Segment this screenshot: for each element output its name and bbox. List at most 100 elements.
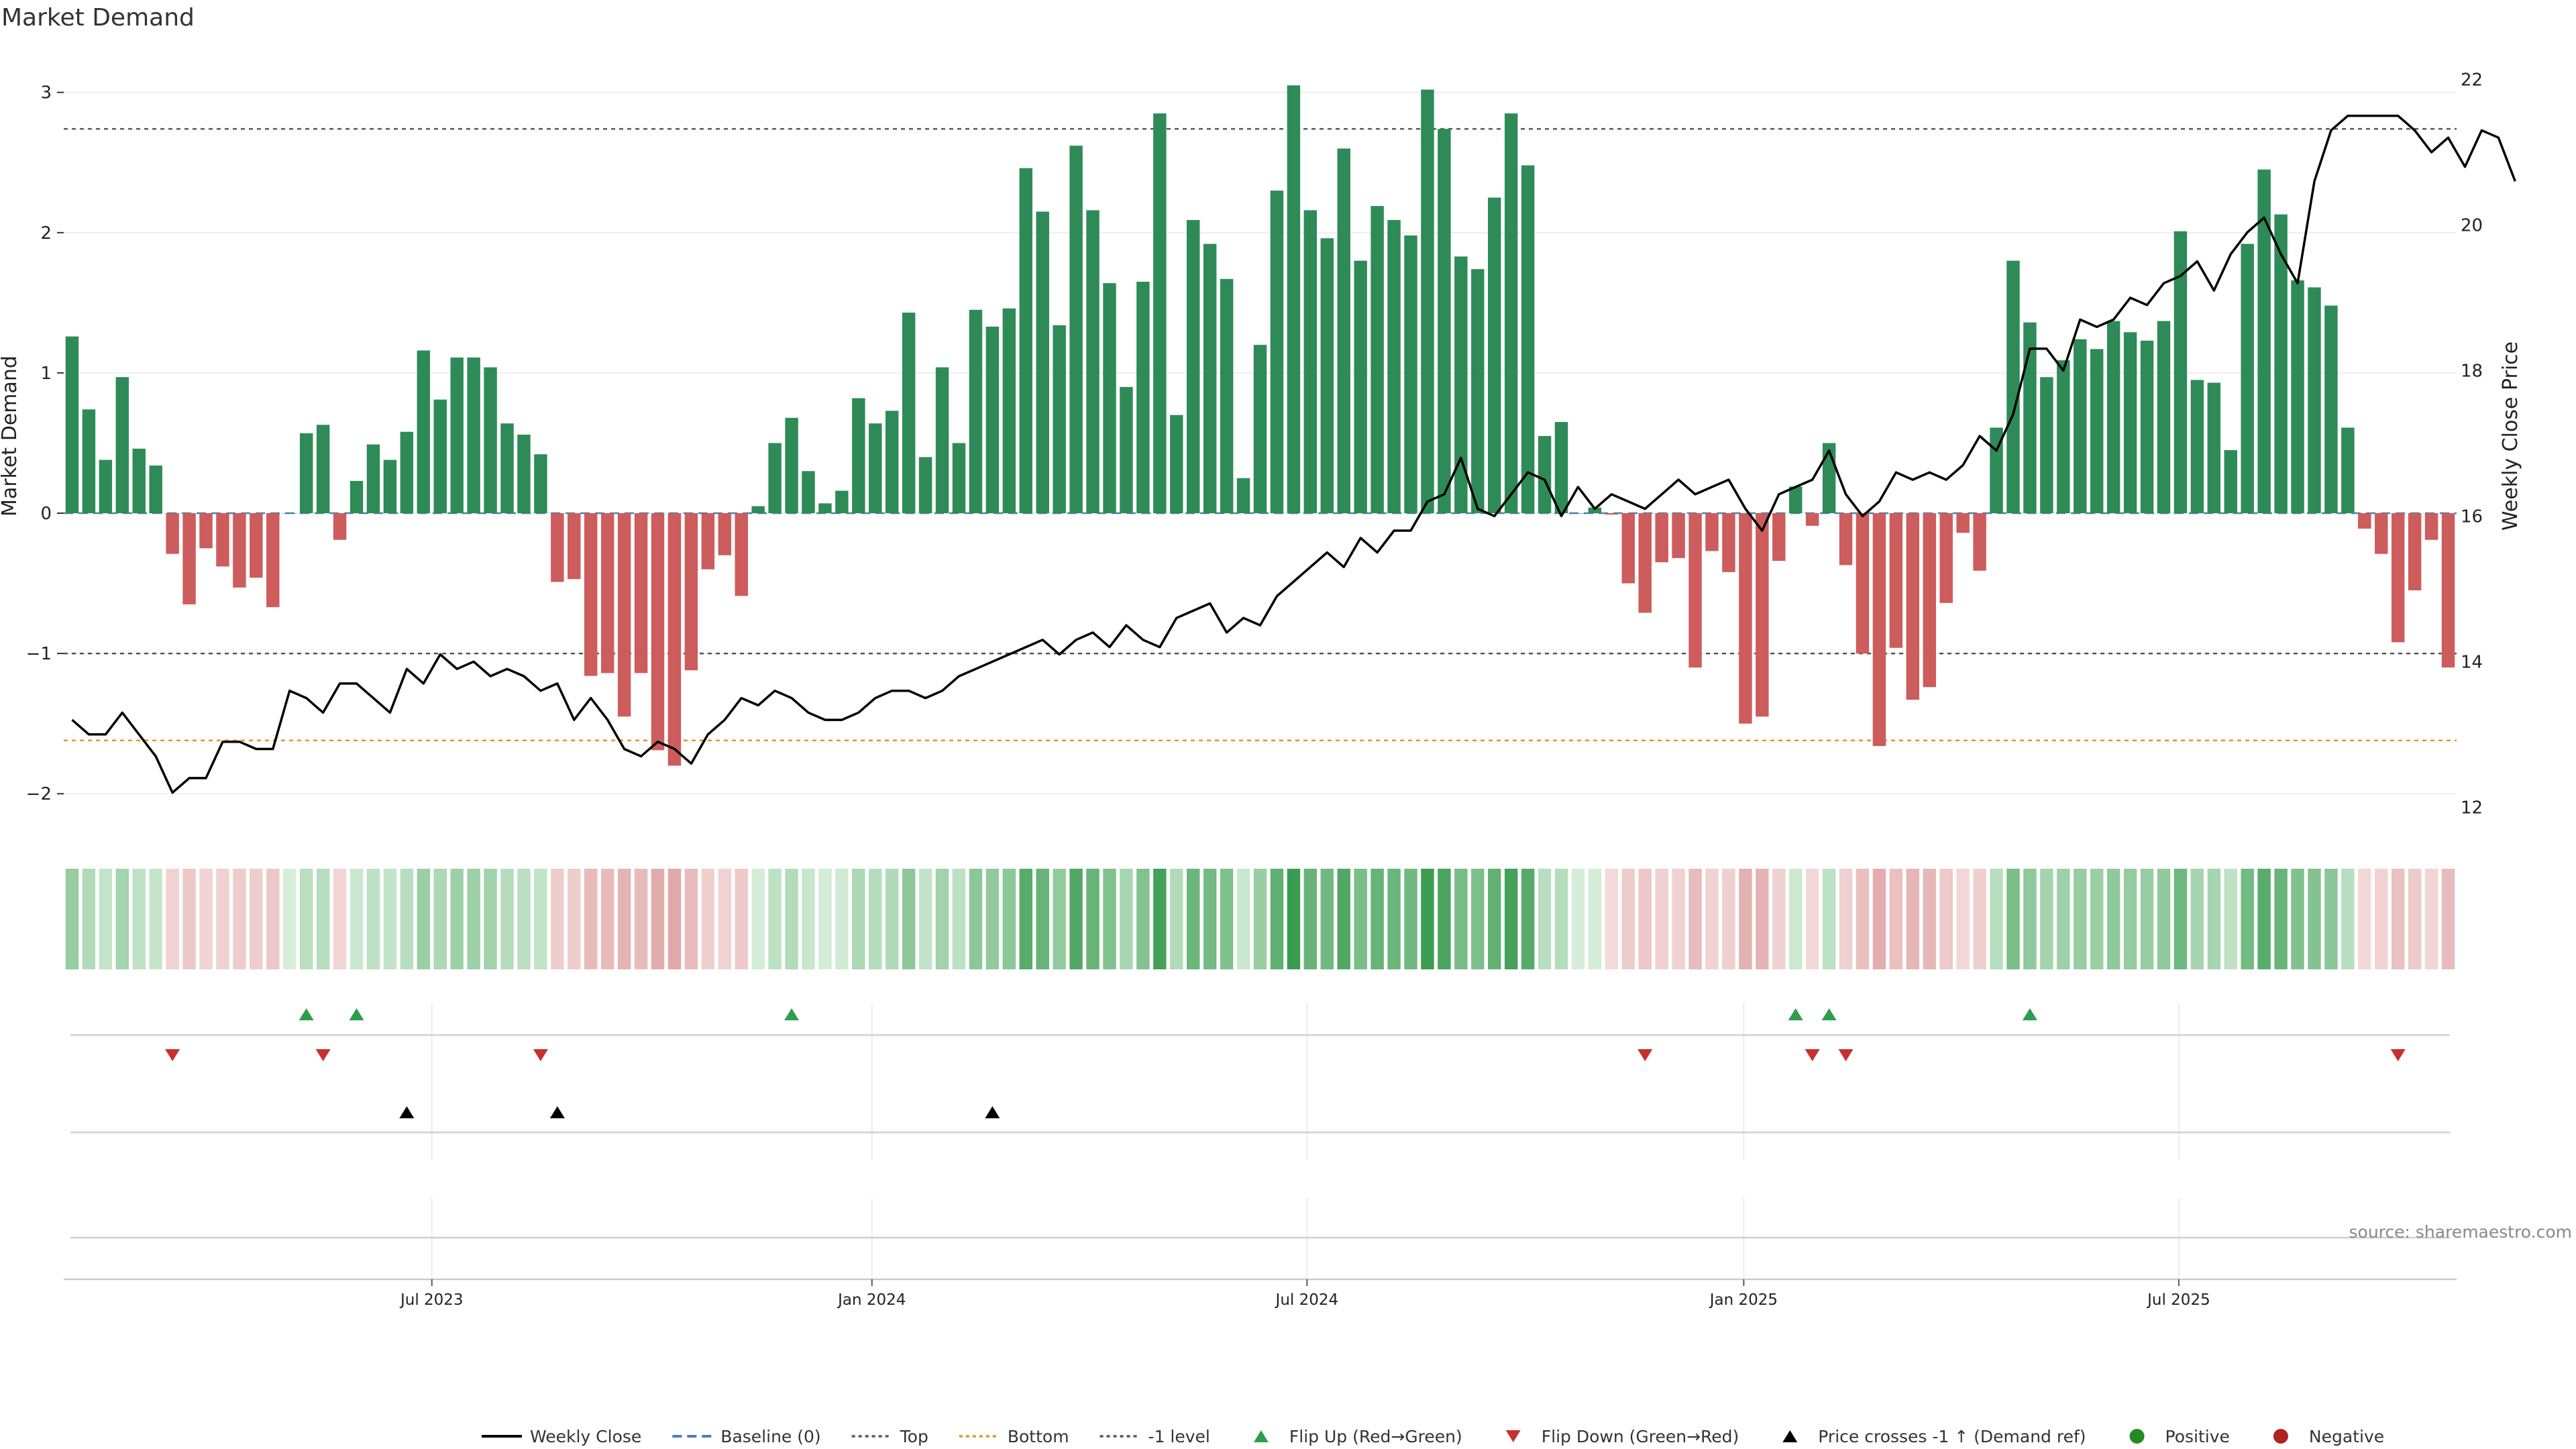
legend-item: Weekly Close: [482, 1427, 641, 1446]
legend-label: Flip Down (Green→Red): [1542, 1427, 1739, 1446]
demand-bar: [132, 448, 146, 513]
flip-down-marker: [1638, 1049, 1653, 1061]
heat-cell: [1036, 869, 1049, 969]
heat-cell: [1487, 869, 1501, 969]
heat-cell: [1086, 869, 1099, 969]
legend-item: Negative: [2273, 1427, 2384, 1446]
legend-swatch: [2273, 1429, 2288, 1444]
chart-title: Market Demand: [1, 4, 195, 32]
heat-cell: [1772, 869, 1786, 969]
demand-bar: [985, 326, 1000, 513]
heat-cell: [2358, 869, 2371, 969]
demand-bar: [1303, 210, 1318, 513]
demand-bar: [718, 513, 732, 555]
demand-bar: [1337, 148, 1350, 513]
y2-tick-label: 12: [2461, 798, 2483, 818]
demand-bar: [99, 460, 113, 513]
flip-up-marker: [784, 1008, 800, 1020]
demand-bar: [1588, 507, 1602, 513]
legend-label: Flip Up (Red→Green): [1289, 1427, 1462, 1446]
price-cross-panel: [70, 1106, 2450, 1134]
demand-bar: [935, 367, 949, 513]
demand-bar: [2291, 280, 2304, 513]
heat-cell: [1303, 869, 1318, 969]
demand-bar: [1454, 256, 1468, 513]
demand-bar: [1906, 513, 1920, 700]
demand-bar: [2040, 377, 2053, 513]
x-tick-label: Jan 2025: [1709, 1291, 1778, 1309]
demand-bar: [1019, 168, 1033, 514]
legend-item: Baseline (0): [672, 1427, 821, 1446]
heat-cell: [718, 869, 732, 969]
gridlines: [64, 91, 2457, 1278]
heat-cell: [2308, 869, 2321, 969]
legend-item: Bottom: [959, 1427, 1069, 1446]
legend-item: Top: [851, 1427, 928, 1446]
demand-bar: [2157, 321, 2171, 513]
heat-cell: [1655, 869, 1668, 969]
demand-bar: [1487, 197, 1501, 513]
flip-up-marker: [299, 1008, 314, 1020]
heat-cell: [2040, 869, 2053, 969]
weekly-close-line: [71, 114, 2516, 794]
demand-bar: [2358, 513, 2371, 529]
demand-bar: [1538, 436, 1552, 513]
demand-bar: [1220, 278, 1234, 513]
price-cross-marker: [549, 1106, 565, 1118]
demand-bar: [1739, 513, 1752, 724]
heat-cell: [1805, 869, 1819, 969]
heat-cell: [818, 869, 832, 969]
demand-bar: [2123, 332, 2137, 513]
demand-bar: [1722, 513, 1735, 572]
y-tick-label: 1: [40, 364, 52, 384]
demand-bar: [2174, 231, 2188, 513]
demand-bar: [166, 513, 179, 554]
heat-cell: [1186, 869, 1200, 969]
demand-bar: [1438, 129, 1451, 513]
demand-bar: [2074, 339, 2087, 513]
y-tick-label: 3: [40, 83, 52, 103]
heat-cell: [2023, 869, 2037, 969]
heat-cell: [1521, 869, 1535, 969]
demand-bar: [1638, 513, 1652, 613]
demand-bar: [1153, 113, 1167, 513]
y-tick-label: 0: [40, 504, 52, 524]
heat-cell: [316, 869, 330, 969]
heat-cell: [1504, 869, 1518, 969]
demand-bar: [2391, 513, 2405, 643]
heat-cell: [2157, 869, 2171, 969]
heat-cell: [1454, 869, 1468, 969]
heat-cell: [299, 869, 313, 969]
demand-bar: [918, 457, 932, 513]
heat-cell: [1019, 869, 1033, 969]
legend-label: Top: [900, 1427, 928, 1446]
legend-item: Price crosses -1 ↑ (Demand ref): [1782, 1427, 2086, 1446]
demand-bar: [1203, 244, 1217, 513]
demand-bar: [1621, 513, 1635, 584]
demand-bars: [65, 85, 2455, 766]
legend-swatch: [1253, 1430, 1269, 1442]
demand-bar: [768, 443, 782, 513]
heat-cell: [250, 869, 263, 969]
heat-cell: [1120, 869, 1133, 969]
demand-bar: [818, 503, 832, 513]
demand-bar: [1605, 513, 1619, 515]
heat-cell: [2391, 869, 2405, 969]
demand-bar: [1270, 191, 1284, 513]
x-axis: Jul 2023 Jan 2024 Jul 2024 Jan 2025 Jul 2025: [64, 1278, 2457, 1309]
demand-bar: [1253, 345, 1267, 513]
heat-cell: [835, 869, 849, 969]
heat-cell: [568, 869, 581, 969]
y2-tick-label: 16: [2461, 506, 2483, 527]
heat-cell: [1822, 869, 1836, 969]
demand-bar: [1788, 486, 1803, 513]
demand-bar: [484, 367, 497, 513]
demand-bar: [2023, 322, 2037, 513]
legend-label: -1 level: [1148, 1427, 1210, 1446]
heat-cell: [651, 869, 665, 969]
demand-bar: [969, 309, 983, 513]
heat-cell: [2257, 869, 2271, 969]
demand-bar: [1404, 235, 1417, 513]
heat-cell: [433, 869, 447, 969]
heat-cell: [2090, 869, 2104, 969]
